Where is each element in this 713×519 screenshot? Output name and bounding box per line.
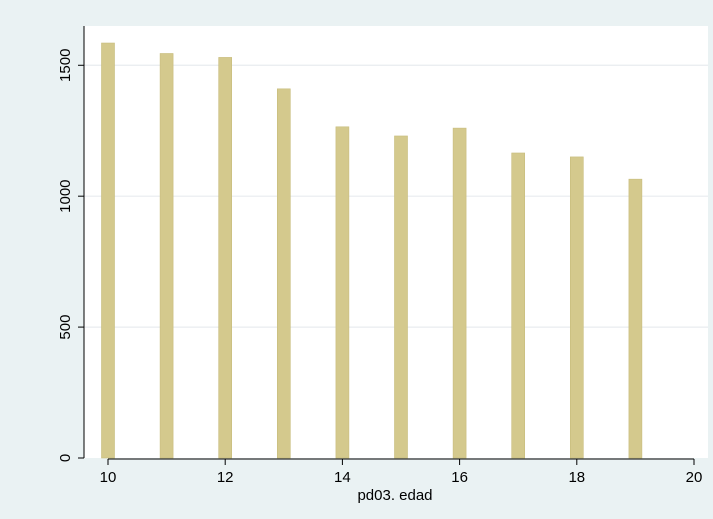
x-tick-label: 20 [686, 469, 703, 486]
bar [335, 126, 350, 459]
x-tick-label: 14 [334, 469, 351, 486]
y-tick-label: 0 [57, 454, 74, 462]
x-tick-label: 16 [451, 469, 468, 486]
bar [569, 156, 584, 459]
y-tick-label: 500 [57, 315, 74, 340]
x-tick-label: 10 [100, 469, 117, 486]
bars [101, 42, 643, 459]
y-tick-label: 1000 [57, 179, 74, 212]
bar [159, 53, 174, 459]
bar [511, 152, 526, 459]
bar [394, 135, 408, 459]
bar [628, 178, 643, 459]
bar [452, 127, 467, 459]
x-axis-title: pd03. edad [357, 487, 432, 504]
bar [218, 57, 232, 459]
axes: 0 500 1000 1500 10 12 14 16 18 20 [57, 26, 702, 486]
x-tick-label: 18 [568, 469, 585, 486]
x-tick-label: 12 [217, 469, 234, 486]
bar [276, 88, 291, 459]
bar [101, 42, 115, 459]
y-tick-label: 1500 [57, 49, 74, 82]
